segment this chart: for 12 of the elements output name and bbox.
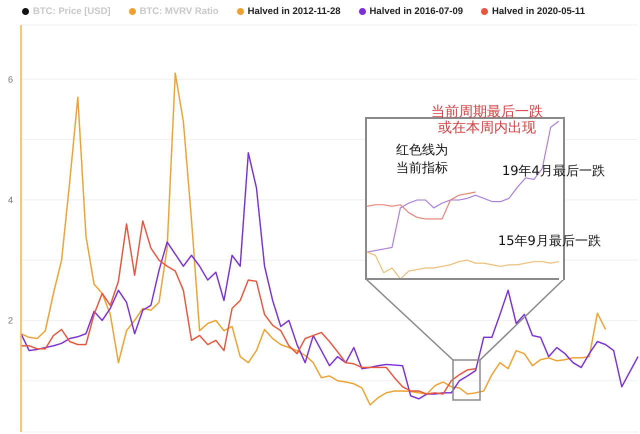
line-series <box>20 72 606 406</box>
line-series <box>20 220 476 395</box>
y-tick-label: 4 <box>8 195 13 206</box>
annotation: 当前周期最后一跌或在本周内出现 <box>430 104 544 136</box>
annotation: 15年9月最后一跌 <box>498 233 601 250</box>
legend-label: Halved in 2012-11-28 <box>248 6 341 17</box>
legend-label: Halved in 2016-07-09 <box>370 6 464 17</box>
y-tick-label: 6 <box>8 74 13 84</box>
legend-label: Halved in 2020-05-11 <box>492 6 585 17</box>
annotation: 19年4月最后一跌 <box>502 163 605 180</box>
annotation: 红色线为当前指标 <box>396 142 449 178</box>
y-tick-label: 2 <box>8 316 13 326</box>
